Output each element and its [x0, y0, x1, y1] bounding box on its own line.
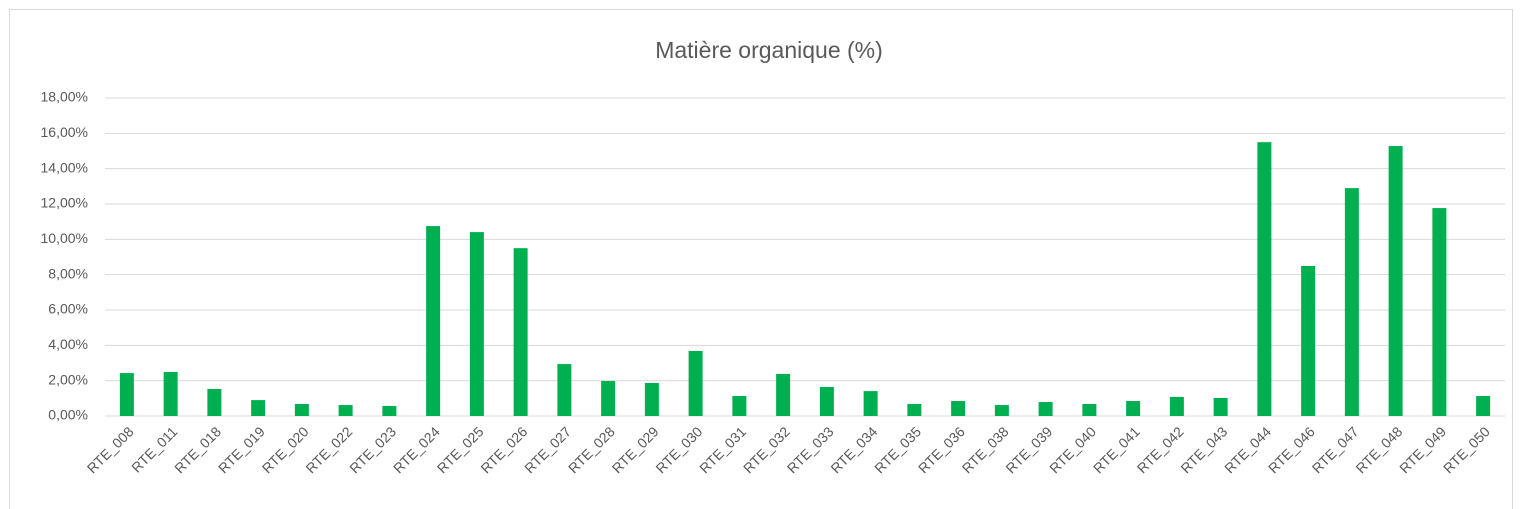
bar: [469, 232, 484, 416]
x-tick-label: RTE_048: [1352, 423, 1405, 476]
x-tick-label: RTE_044: [1221, 423, 1274, 476]
x-tick-label: RTE_031: [696, 423, 749, 476]
y-tick-label: 12,00%: [41, 195, 88, 211]
bar: [688, 350, 703, 416]
bar: [1213, 397, 1228, 416]
x-tick-label: RTE_041: [1090, 423, 1143, 476]
y-tick-label: 10,00%: [41, 230, 88, 246]
chart-border: [9, 9, 1513, 509]
bar: [644, 382, 659, 416]
bar: [1344, 188, 1359, 416]
x-tick-label: RTE_023: [346, 423, 399, 476]
chart-title: Matière organique (%): [655, 37, 883, 63]
y-tick-label: 14,00%: [41, 159, 88, 175]
bar: [1432, 208, 1447, 416]
bar: [426, 226, 441, 416]
bar: [1257, 142, 1272, 416]
x-tick-label: RTE_020: [259, 423, 312, 476]
x-tick-label: RTE_047: [1309, 423, 1362, 476]
x-tick-label: RTE_038: [959, 423, 1012, 476]
bar: [251, 400, 266, 416]
bar: [907, 403, 922, 416]
y-tick-label: 4,00%: [48, 336, 88, 352]
bar: [119, 373, 134, 416]
x-tick-label: RTE_028: [565, 423, 618, 476]
bar: [207, 388, 222, 416]
bar: [382, 405, 397, 416]
x-tick-label: RTE_008: [84, 423, 137, 476]
x-tick-label: RTE_026: [477, 423, 530, 476]
x-tick-label: RTE_033: [784, 423, 837, 476]
y-tick-label: 8,00%: [48, 265, 88, 281]
x-tick-label: RTE_046: [1265, 423, 1318, 476]
bar: [1388, 146, 1403, 416]
x-tick-label: RTE_027: [521, 423, 574, 476]
x-tick-label: RTE_040: [1046, 423, 1099, 476]
x-tick-label: RTE_030: [652, 423, 705, 476]
bar: [1301, 266, 1316, 416]
x-tick-label: RTE_039: [1002, 423, 1055, 476]
bar: [863, 391, 878, 416]
x-tick-label: RTE_050: [1440, 423, 1493, 476]
x-tick-label: RTE_019: [215, 423, 268, 476]
bar: [1169, 396, 1184, 416]
y-tick-label: 16,00%: [41, 124, 88, 140]
bar: [338, 405, 353, 416]
x-tick-label: RTE_025: [434, 423, 487, 476]
bar: [951, 400, 966, 416]
bar: [163, 372, 178, 416]
y-tick-label: 0,00%: [48, 407, 88, 423]
bar: [776, 373, 791, 416]
x-tick-label: RTE_029: [609, 423, 662, 476]
x-tick-label: RTE_024: [390, 423, 443, 476]
x-tick-label: RTE_043: [1177, 423, 1230, 476]
bar: [513, 248, 528, 416]
x-tick-label: RTE_018: [171, 423, 224, 476]
y-tick-label: 18,00%: [41, 89, 88, 105]
bar: [601, 381, 616, 416]
x-tick-label: RTE_049: [1396, 423, 1449, 476]
x-tick-label: RTE_022: [302, 423, 355, 476]
bar: [819, 387, 834, 416]
bar: [732, 396, 747, 416]
x-tick-label: RTE_042: [1134, 423, 1187, 476]
bar: [1476, 396, 1491, 416]
bar: [1082, 403, 1097, 416]
bar: [1038, 402, 1053, 416]
x-tick-label: RTE_032: [740, 423, 793, 476]
bar: [294, 403, 309, 416]
y-tick-label: 2,00%: [48, 371, 88, 387]
y-tick-label: 6,00%: [48, 301, 88, 317]
bar: [994, 405, 1009, 416]
bar: [557, 364, 572, 416]
bar: [1126, 400, 1141, 416]
x-tick-label: RTE_034: [827, 423, 880, 476]
x-tick-label: RTE_036: [915, 423, 968, 476]
x-tick-label: RTE_035: [871, 423, 924, 476]
